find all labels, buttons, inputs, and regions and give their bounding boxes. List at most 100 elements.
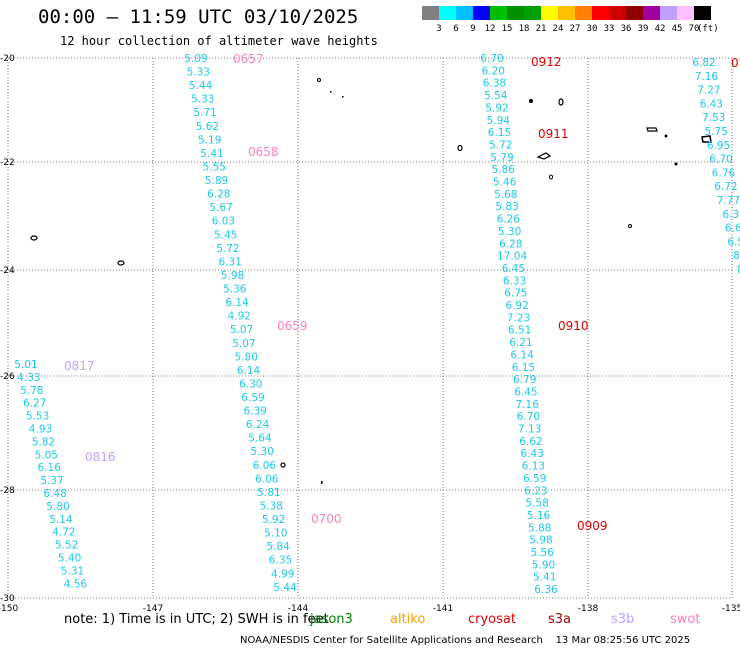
wave-height-value: 6.43 <box>700 98 723 110</box>
wave-height-value: 6.13 <box>522 461 545 473</box>
wave-height-value: 5.37 <box>40 475 63 487</box>
wave-height-value: 4.99 <box>271 568 294 580</box>
wave-height-value: 5.67 <box>209 202 232 214</box>
wave-height-value: 6.39 <box>244 406 267 418</box>
island <box>674 162 678 166</box>
wave-height-value: 6.06 <box>255 473 279 485</box>
wave-height-value: 6.38 <box>483 78 506 90</box>
wave-height-value: 6.15 <box>512 362 535 374</box>
wave-height-value: 5.86 <box>492 164 516 176</box>
longitude-label: -135 <box>722 604 740 614</box>
colorbar-swatch <box>490 6 507 20</box>
longitude-label: -150 <box>0 604 18 614</box>
wave-height-value: 7.16 <box>516 399 540 411</box>
wave-height-value: 6.33 <box>503 275 526 287</box>
wave-height-value: 4.56 <box>64 578 88 590</box>
wave-height-value: 6.59 <box>241 392 264 404</box>
wave-height-value: 5.72 <box>489 139 512 151</box>
pass-time-label: 0909 <box>577 519 608 533</box>
wave-height-value: 5.71 <box>193 107 216 119</box>
wave-height-value: 5.16 <box>527 510 551 522</box>
wave-height-value: 6.24 <box>246 419 270 431</box>
wave-height-value: 5.80 <box>235 351 258 363</box>
colorbar-tick-label: 36 <box>620 24 632 34</box>
wave-height-value: 5.58 <box>526 498 549 510</box>
colorbar-swatch <box>592 6 609 20</box>
wave-height-value: 6.23 <box>524 485 547 497</box>
island <box>457 144 463 152</box>
colorbar-tick-label: 33 <box>603 24 615 34</box>
wave-height-value: 4.92 <box>228 311 251 323</box>
wave-height-value: 6.79 <box>513 374 536 386</box>
satellite-legend-altiko: altiko <box>390 612 426 627</box>
colorbar-swatch <box>473 6 490 20</box>
latitude-label: -20 <box>0 54 15 64</box>
wave-height-value: 6.51 <box>508 325 531 337</box>
wave-height-value: 6.70 <box>480 53 503 65</box>
island <box>536 152 552 160</box>
wave-height-value: 6.45 <box>502 263 525 275</box>
wave-height-value: 6.27 <box>23 398 46 410</box>
wave-height-value: 5.78 <box>20 385 43 397</box>
wave-height-value: 5.62 <box>196 121 219 133</box>
wave-height-value: 6.28 <box>499 238 522 250</box>
lat-lon-grid <box>7 57 733 599</box>
island <box>30 235 38 241</box>
satellite-legend-cryosat: cryosat <box>468 612 516 627</box>
footer-credit: NOAA/NESDIS Center for Satellite Applica… <box>240 635 691 646</box>
pass-time-label: 0910 <box>558 319 589 333</box>
wave-height-value: 6.14 <box>237 365 261 377</box>
colorbar-tick-label: 30 <box>586 24 598 34</box>
page-subtitle: 12 hour collection of altimeter wave hei… <box>60 34 378 48</box>
wave-height-value: 7.16 <box>695 71 719 83</box>
colorbar-tick-label: 6 <box>453 24 459 34</box>
island <box>529 99 533 103</box>
wave-height-value: 5.33 <box>187 67 210 79</box>
wave-height-value: 5.98 <box>221 270 244 282</box>
latitude-label: -28 <box>0 486 15 496</box>
island <box>628 224 632 228</box>
note-text: note: 1) Time is in UTC; 2) SWH is in fe… <box>64 612 329 627</box>
colorbar-tick-label: 3 <box>436 24 442 34</box>
wave-height-value: 5.09 <box>184 53 207 65</box>
wave-height-value: 4.93 <box>29 424 52 436</box>
wave-height-value: 5.41 <box>200 148 223 160</box>
island <box>342 96 344 98</box>
wave-height-value: 6.20 <box>482 65 505 77</box>
pass-time-label: 0817 <box>64 359 95 373</box>
wave-height-value: 5.05 <box>35 449 58 461</box>
wave-height-value: 6.06 <box>253 460 277 472</box>
colorbar-swatch <box>541 6 558 20</box>
axis-labels: -20 -22 -24 -26 -28 -30-150 -147 -144 -141 -138 -1… <box>0 54 740 614</box>
pass-time-label: 0912 <box>531 55 562 69</box>
wave-height-value: 5.30 <box>498 226 521 238</box>
wave-height-value: 5.07 <box>230 324 253 336</box>
colorbar-swatch <box>643 6 660 20</box>
pass-time-label: 0657 <box>233 52 264 66</box>
wave-height-value: 5.81 <box>257 487 280 499</box>
wave-height-value: 6.15 <box>488 127 511 139</box>
wave-height-value: 4.72 <box>52 527 75 539</box>
pass-time-label: 0911 <box>538 127 569 141</box>
colorbar-tick-label: 42 <box>654 24 666 34</box>
colorbar-tick-label: 15 <box>501 24 513 34</box>
wave-height-value: 6.30 <box>239 378 262 390</box>
wave-height-value: 6.48 <box>43 488 66 500</box>
wave-height-value: 6.6 <box>725 223 740 235</box>
colorbar-tick-label: 45 <box>671 24 683 34</box>
wave-height-value: 6.26 <box>497 214 521 226</box>
wave-height-value: 6.36 <box>534 584 558 596</box>
wave-height-value: 5.36 <box>223 284 247 296</box>
colorbar-unit-label: (ft) <box>697 24 719 34</box>
island <box>646 127 658 132</box>
colorbar-tick-label: 39 <box>637 24 649 34</box>
wave-height-value: 6.5 <box>727 236 740 248</box>
wave-height-value: 6.76 <box>712 167 736 179</box>
wave-height-value: 6.70 <box>517 411 540 423</box>
wave-height-value: 5.68 <box>494 189 517 201</box>
wave-height-value: 5.89 <box>205 175 228 187</box>
wave-height-value: 5.82 <box>32 436 55 448</box>
island-outlines <box>30 78 712 484</box>
wave-height-value: 5.64 <box>248 433 272 445</box>
